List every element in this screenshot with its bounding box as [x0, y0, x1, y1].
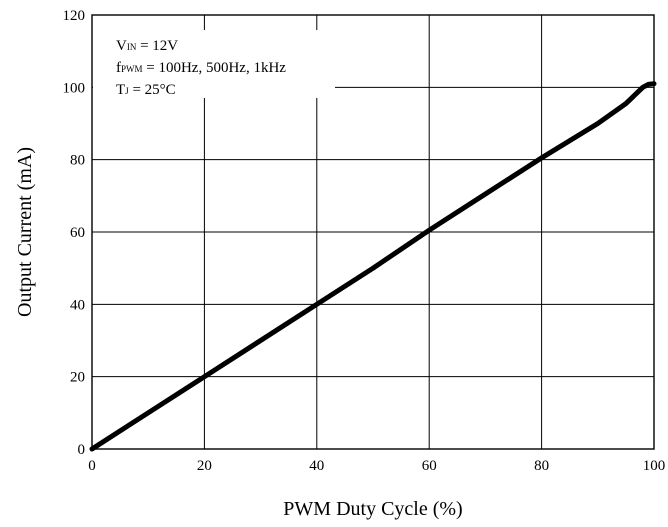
y-tick-label: 100	[63, 80, 86, 96]
y-tick-label: 20	[70, 370, 85, 386]
annotation-box	[93, 30, 335, 98]
series	[89, 81, 657, 452]
annotation-fpwm: fPWM = 100Hz, 500Hz, 1kHz	[116, 60, 286, 76]
x-tick-label: 100	[643, 458, 666, 474]
y-tick-label: 0	[78, 442, 86, 458]
annotation-vin: VIN = 12V	[116, 38, 178, 54]
y-tick-label: 80	[70, 153, 85, 169]
y-tick-label: 60	[70, 225, 85, 241]
y-tick-label: 40	[70, 297, 85, 313]
x-tick-label: 60	[422, 458, 437, 474]
x-tick-label: 0	[88, 458, 96, 474]
tick-labels: 0 20 40 60 80 100 0 20 40 60 80 100 120	[63, 8, 666, 474]
annotation-tj: TJ = 25°C	[116, 82, 176, 98]
plot-frame	[91, 14, 655, 450]
x-axis-label: PWM Duty Cycle (%)	[283, 498, 462, 520]
x-tick-label: 20	[197, 458, 212, 474]
y-axis-label: Output Current (mA)	[14, 147, 36, 317]
y-tick-label: 120	[63, 8, 86, 24]
x-tick-label: 80	[534, 458, 549, 474]
series-line	[89, 81, 657, 452]
x-tick-label: 40	[309, 458, 324, 474]
